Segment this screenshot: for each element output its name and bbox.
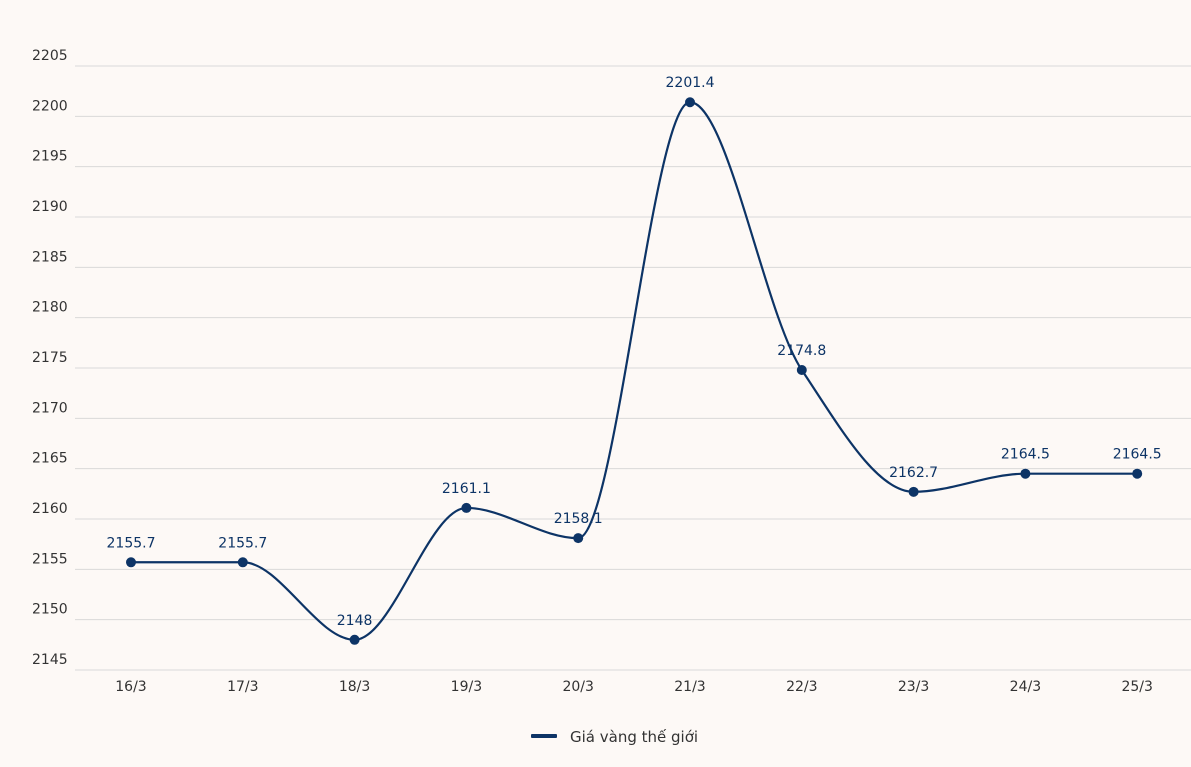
legend-label: Giá vàng thế giới [570, 728, 698, 746]
y-tick-label: 2155 [32, 551, 68, 567]
data-label: 2164.5 [1113, 447, 1162, 463]
x-axis-tick-labels: 16/3 17/3 18/3 19/3 20/3 21/3 22/3 23/3 24/3 25/3 [115, 679, 1153, 695]
y-axis-tick-labels: 2145 2150 2155 2160 2165 2170 2175 2180 2185 2190… [32, 48, 68, 668]
data-point [461, 502, 472, 513]
x-tick-label: 17/3 [227, 679, 258, 695]
data-point [796, 365, 807, 376]
data-label: 2161.1 [442, 481, 491, 497]
data-label: 2174.8 [777, 343, 826, 359]
data-point [237, 557, 248, 568]
x-tick-label: 18/3 [339, 679, 370, 695]
x-tick-label: 22/3 [786, 679, 817, 695]
x-tick-label: 23/3 [898, 679, 929, 695]
series-layer: 2155.7 2155.7 2148 2161.1 2158.1 2201.4 2174.8… [107, 75, 1162, 645]
x-tick-label: 21/3 [674, 679, 705, 695]
data-label: 2201.4 [666, 75, 715, 91]
x-tick-label: 25/3 [1121, 679, 1152, 695]
data-label: 2155.7 [218, 535, 267, 551]
grid [75, 65, 1191, 671]
y-tick-label: 2180 [32, 300, 68, 316]
x-tick-label: 20/3 [562, 679, 593, 695]
x-tick-label: 19/3 [451, 679, 482, 695]
y-tick-label: 2200 [32, 98, 68, 114]
data-point [349, 634, 360, 645]
data-point [1132, 468, 1143, 479]
y-tick-label: 2145 [32, 652, 68, 668]
data-point [908, 486, 919, 497]
y-tick-label: 2190 [32, 199, 68, 215]
x-tick-label: 24/3 [1010, 679, 1041, 695]
data-label: 2148 [337, 613, 373, 629]
series-line [131, 101, 1138, 641]
y-tick-label: 2170 [32, 400, 68, 416]
data-label: 2164.5 [1001, 447, 1050, 463]
x-tick-label: 16/3 [115, 679, 146, 695]
y-tick-label: 2195 [32, 149, 68, 165]
data-label: 2158.1 [554, 511, 603, 527]
y-tick-label: 2185 [32, 249, 68, 265]
data-point [1020, 468, 1031, 479]
data-point [573, 533, 584, 544]
data-point [685, 97, 695, 108]
y-tick-label: 2160 [32, 501, 68, 517]
y-tick-label: 2150 [32, 602, 68, 618]
y-tick-label: 2205 [32, 48, 68, 64]
data-label: 2155.7 [107, 535, 156, 551]
y-tick-label: 2175 [32, 350, 68, 366]
y-tick-label: 2165 [32, 451, 68, 467]
data-point [126, 557, 136, 568]
legend: Giá vàng thế giới [531, 728, 698, 746]
data-label: 2162.7 [889, 465, 938, 481]
legend-swatch [531, 734, 557, 738]
